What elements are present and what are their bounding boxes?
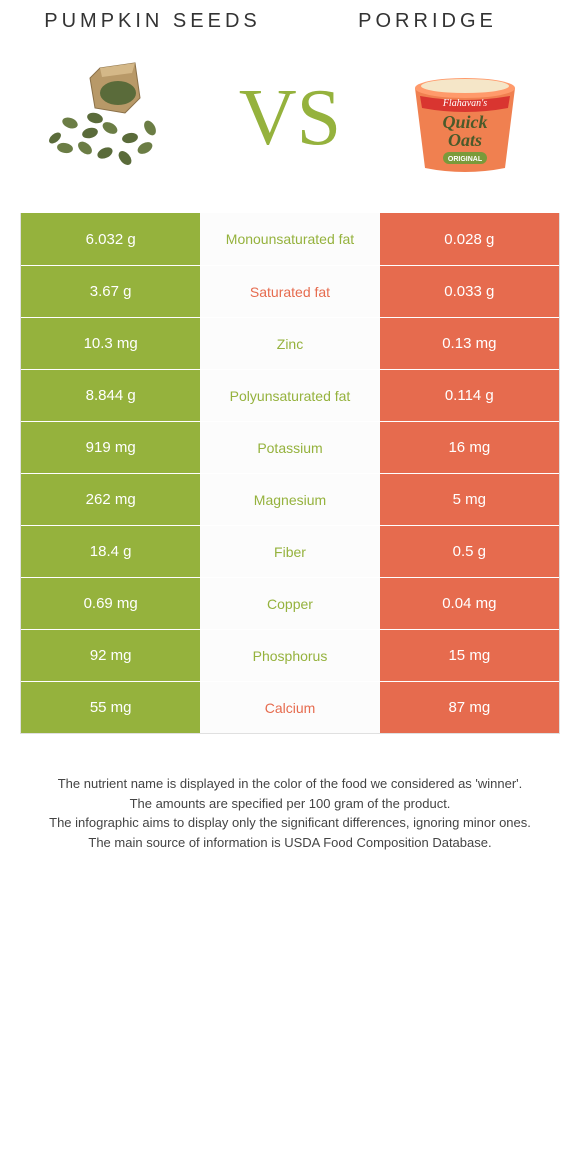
footnote-line: The infographic aims to display only the… [30,813,550,833]
left-food-title: Pumpkin seeds [40,10,265,33]
product-variant: ORIGINAL [448,156,483,163]
nutrient-label: Fiber [200,526,379,577]
left-value: 8.844 g [21,370,200,421]
right-value: 0.028 g [380,213,559,265]
left-value: 3.67 g [21,266,200,317]
right-value: 5 mg [380,474,559,525]
brand-text: Flahavan's [442,98,487,109]
nutrient-label: Potassium [200,422,379,473]
table-row: 8.844 gPolyunsaturated fat0.114 g [21,369,559,421]
table-row: 0.69 mgCopper0.04 mg [21,577,559,629]
footnote-line: The amounts are specified per 100 gram o… [30,794,550,814]
left-value: 10.3 mg [21,318,200,369]
footnote-line: The main source of information is USDA F… [30,833,550,853]
left-value: 919 mg [21,422,200,473]
pumpkin-seeds-image [40,53,190,183]
nutrient-label: Monounsaturated fat [200,213,379,265]
left-value: 18.4 g [21,526,200,577]
right-value: 0.5 g [380,526,559,577]
nutrient-label: Magnesium [200,474,379,525]
left-value: 92 mg [21,630,200,681]
right-food-title: Porridge [315,10,540,33]
nutrient-label: Copper [200,578,379,629]
nutrient-label: Calcium [200,682,379,733]
left-value: 6.032 g [21,213,200,265]
table-row: 6.032 gMonounsaturated fat0.028 g [21,213,559,265]
images-row: VS Flahavan's Quick Oats ORIGINAL [20,43,560,213]
right-value: 0.033 g [380,266,559,317]
porridge-image: Flahavan's Quick Oats ORIGINAL [390,53,540,183]
nutrient-label: Phosphorus [200,630,379,681]
right-value: 0.114 g [380,370,559,421]
footnote-line: The nutrient name is displayed in the co… [30,774,550,794]
nutrient-label: Saturated fat [200,266,379,317]
nutrient-label: Polyunsaturated fat [200,370,379,421]
table-row: 919 mgPotassium16 mg [21,421,559,473]
right-value: 0.04 mg [380,578,559,629]
product-line-1: Quick [442,112,487,132]
header: Pumpkin seeds Porridge [20,10,560,43]
right-value: 16 mg [380,422,559,473]
table-row: 10.3 mgZinc0.13 mg [21,317,559,369]
right-value: 15 mg [380,630,559,681]
footnotes: The nutrient name is displayed in the co… [20,774,560,852]
table-row: 92 mgPhosphorus15 mg [21,629,559,681]
left-value: 55 mg [21,682,200,733]
nutrient-label: Zinc [200,318,379,369]
table-row: 3.67 gSaturated fat0.033 g [21,265,559,317]
product-line-2: Oats [448,130,482,150]
right-value: 87 mg [380,682,559,733]
table-row: 262 mgMagnesium5 mg [21,473,559,525]
left-value: 262 mg [21,474,200,525]
right-value: 0.13 mg [380,318,559,369]
vs-label: VS [239,73,341,164]
table-row: 18.4 gFiber0.5 g [21,525,559,577]
table-row: 55 mgCalcium87 mg [21,681,559,733]
comparison-table: 6.032 gMonounsaturated fat0.028 g3.67 gS… [20,213,560,734]
left-value: 0.69 mg [21,578,200,629]
